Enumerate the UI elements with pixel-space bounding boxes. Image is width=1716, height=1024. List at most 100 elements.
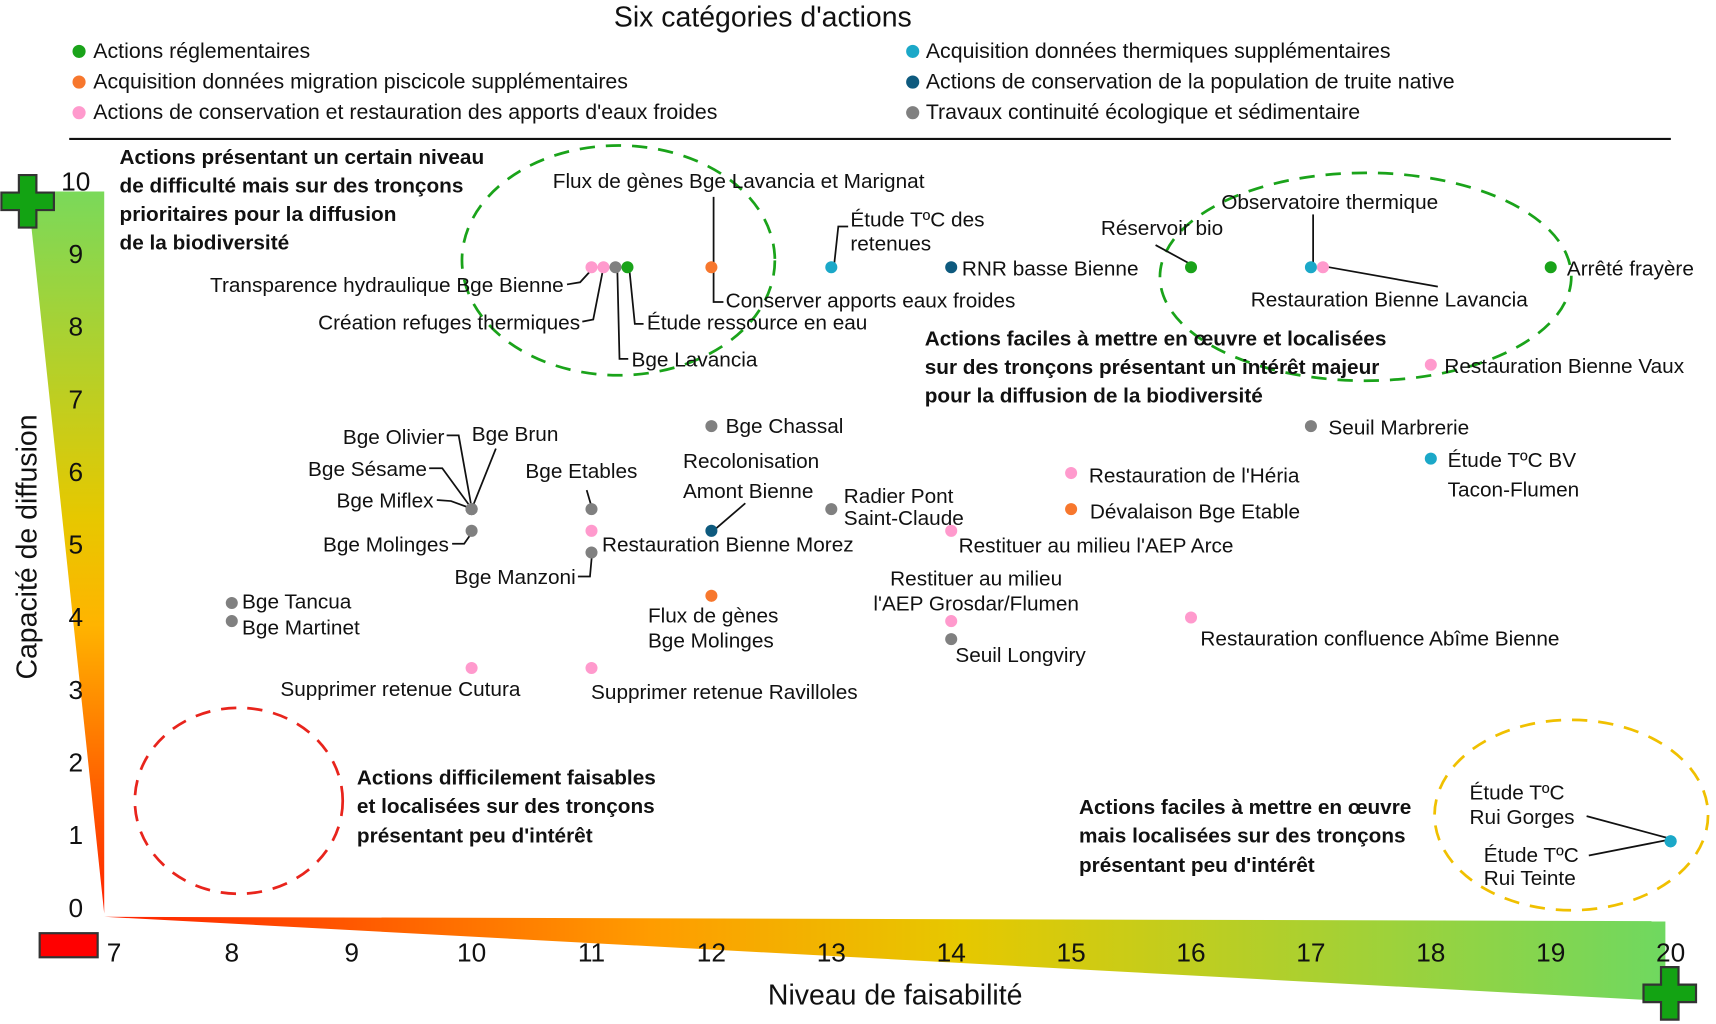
point-label: Tacon-Flumen xyxy=(1448,479,1580,502)
point-label: Dévalaison Bge Etable xyxy=(1090,501,1300,524)
legend-marker xyxy=(906,44,920,58)
y-tick-label: 4 xyxy=(68,602,83,632)
data-point xyxy=(945,261,958,274)
zone-text: Actions présentant un certain niveau xyxy=(120,146,485,169)
x-tick-label: 18 xyxy=(1416,938,1445,968)
legend-entry: Actions de conservation et restauration … xyxy=(93,100,717,124)
point-label: Bge Chassal xyxy=(726,415,844,438)
zone-text: de la biodiversité xyxy=(120,231,290,254)
data-points xyxy=(225,261,1677,848)
legend-entry: Actions de conservation de la population… xyxy=(926,70,1455,94)
legend-marker xyxy=(906,106,920,120)
minus-icon xyxy=(38,932,99,959)
data-point xyxy=(465,661,478,675)
zone-ellipse xyxy=(133,706,345,896)
data-point xyxy=(1065,467,1078,480)
point-label: Amont Bienne xyxy=(683,480,813,503)
point-label: Recolonisation xyxy=(683,450,819,473)
x-tick-label: 20 xyxy=(1656,938,1685,968)
y-axis-gradient xyxy=(27,191,105,914)
point-label: Bge Molinges xyxy=(323,533,449,556)
data-point xyxy=(585,546,598,559)
legend-entry: Acquisition données thermiques supplémen… xyxy=(926,39,1391,63)
point-label: Bge Brun xyxy=(472,423,559,446)
x-tick-label: 11 xyxy=(578,938,605,968)
zone-text: présentant peu d'intérêt xyxy=(1079,854,1315,877)
legend: Actions réglementaires Acquisition donné… xyxy=(72,39,1455,124)
x-tick-labels: 7 8 9 10 11 12 13 14 15 16 17 18 19 20 xyxy=(107,938,1685,968)
point-label: Étude ressource en eau xyxy=(647,311,868,334)
point-label: Seuil Longviry xyxy=(955,644,1086,667)
x-tick-label: 12 xyxy=(697,938,726,968)
data-point xyxy=(465,503,478,516)
data-point xyxy=(585,661,598,675)
data-point xyxy=(1304,420,1317,433)
data-point xyxy=(945,524,958,537)
point-label: Bge Martinet xyxy=(242,617,360,640)
point-label: Supprimer retenue Cutura xyxy=(280,678,521,701)
data-point xyxy=(1424,452,1437,465)
legend-marker xyxy=(72,44,86,58)
zone-text: Actions difficilement faisables xyxy=(357,766,656,789)
y-tick-label: 0 xyxy=(68,893,83,923)
data-point xyxy=(705,589,718,602)
data-point xyxy=(1185,611,1198,624)
zone-text: présentant peu d'intérêt xyxy=(357,824,593,847)
point-label: Bge Etables xyxy=(525,460,637,483)
legend-marker xyxy=(72,106,86,120)
point-labels: Transparence hydraulique Bge Bienne Créa… xyxy=(210,170,1694,890)
point-label: Supprimer retenue Ravilloles xyxy=(591,681,858,704)
point-label: Saint-Claude xyxy=(844,507,964,530)
legend-marker xyxy=(72,75,86,89)
point-label: Restauration Bienne Vaux xyxy=(1444,355,1684,378)
data-point xyxy=(1544,261,1557,274)
legend-entry: Actions réglementaires xyxy=(93,39,310,63)
x-tick-label: 19 xyxy=(1536,938,1565,968)
legend-entry: Travaux continuité écologique et sédimen… xyxy=(926,100,1360,124)
point-label: Bge Olivier xyxy=(343,426,445,449)
data-point xyxy=(585,503,598,516)
point-label: Restituer au milieu xyxy=(890,567,1062,590)
zone-text: pour la diffusion de la biodiversité xyxy=(925,385,1263,408)
point-label: Bge Lavancia xyxy=(632,348,758,371)
point-label: Radier Pont xyxy=(844,485,954,508)
point-label: Restauration de l'Héria xyxy=(1089,464,1300,487)
x-tick-label: 10 xyxy=(457,938,486,968)
y-tick-label: 8 xyxy=(68,312,83,342)
data-point xyxy=(945,633,958,646)
x-tick-label: 8 xyxy=(224,938,239,968)
data-point xyxy=(225,597,238,610)
point-label: Bge Miflex xyxy=(337,490,435,513)
point-label: Rui Gorges xyxy=(1470,806,1575,829)
data-point xyxy=(825,503,838,516)
point-label: Étude TºC xyxy=(1470,782,1565,805)
data-point xyxy=(705,261,718,274)
point-label: RNR basse Bienne xyxy=(962,258,1139,281)
data-point xyxy=(1316,261,1329,274)
point-label: Restauration Bienne Morez xyxy=(602,533,854,556)
x-axis-gradient xyxy=(104,916,1666,1002)
point-label: Réservoir bio xyxy=(1101,217,1223,240)
y-tick-label: 5 xyxy=(68,530,83,560)
point-label: Arrêté frayère xyxy=(1567,258,1694,281)
x-tick-label: 16 xyxy=(1176,938,1205,968)
data-point xyxy=(945,615,958,628)
x-tick-label: 14 xyxy=(937,938,966,968)
zone-text: Actions faciles à mettre en œuvre et loc… xyxy=(925,328,1387,351)
point-label: Bge Manzoni xyxy=(455,566,576,589)
point-label: Flux de gènes Bge Lavancia et Marignat xyxy=(553,170,925,193)
y-axis-title: Capacité de diffusion xyxy=(11,414,43,679)
callout-label: Conserver apports eaux froides xyxy=(726,289,1016,312)
point-label: Restituer au milieu l'AEP Arce xyxy=(959,534,1234,557)
data-point xyxy=(465,524,478,537)
point-label: Restauration confluence Abîme Bienne xyxy=(1200,627,1559,650)
point-label: Seuil Marbrerie xyxy=(1328,416,1469,439)
point-label: Observatoire thermique xyxy=(1221,191,1438,214)
y-tick-label: 1 xyxy=(68,820,83,850)
data-point xyxy=(705,420,718,433)
y-tick-label: 9 xyxy=(68,239,83,269)
y-tick-label: 3 xyxy=(68,675,83,705)
point-label: Rui Teinte xyxy=(1484,867,1576,890)
zone-annotations: Actions présentant un certain niveau de … xyxy=(120,146,1412,877)
